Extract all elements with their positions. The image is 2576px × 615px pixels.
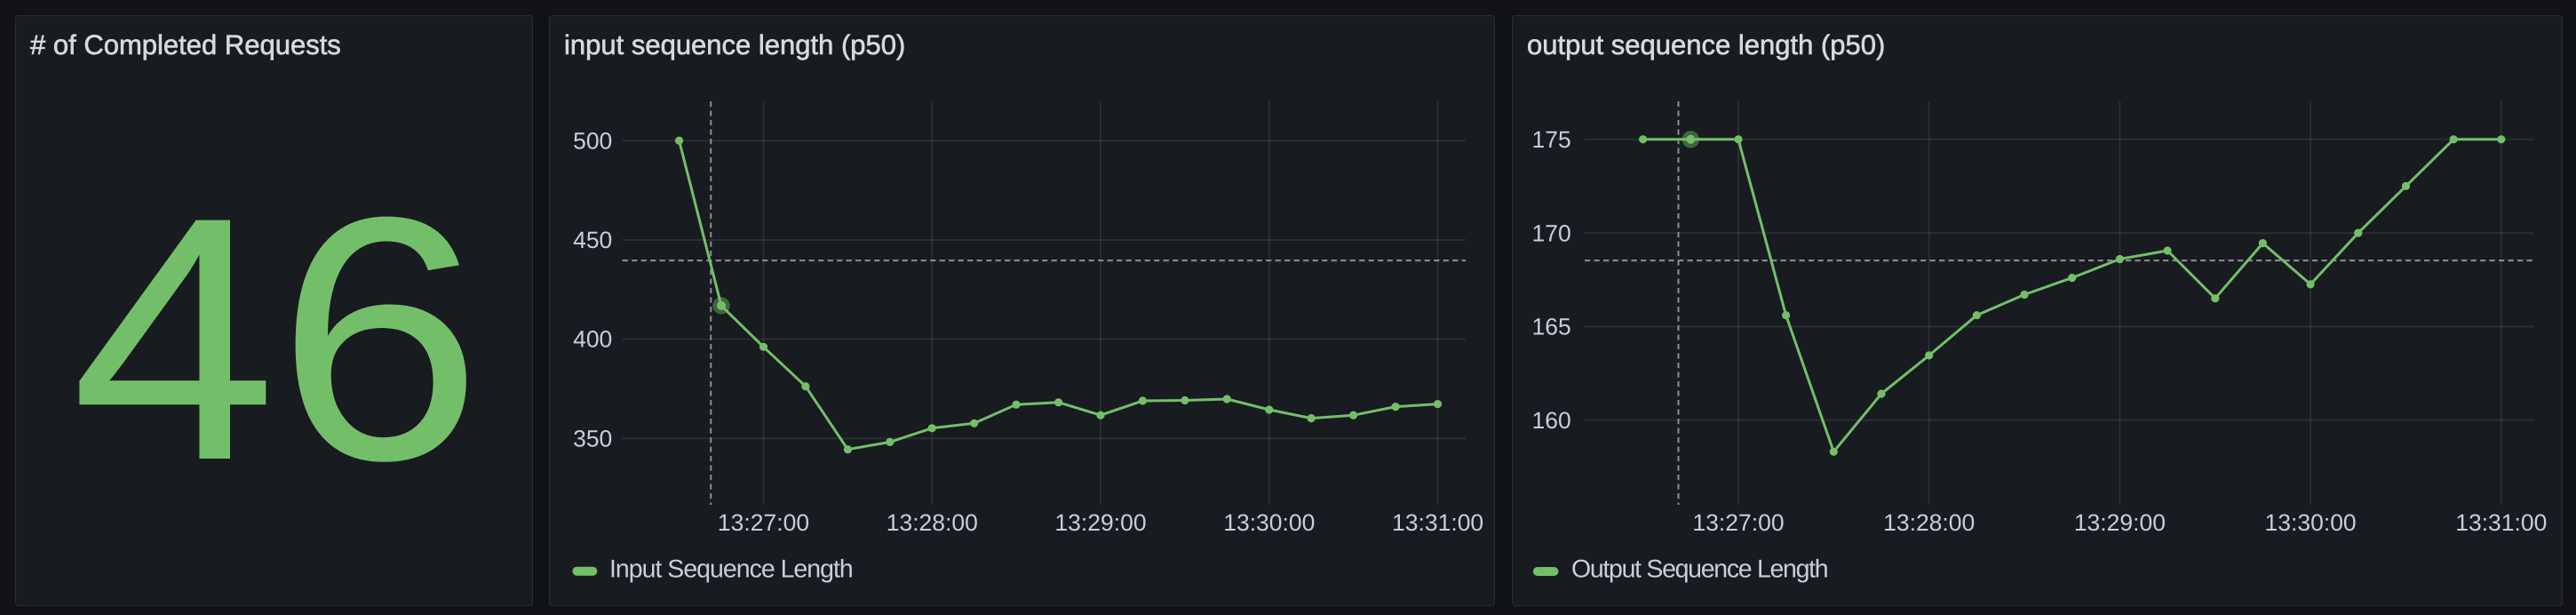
svg-text:13:27:00: 13:27:00 [718, 509, 809, 536]
svg-text:13:30:00: 13:30:00 [1223, 509, 1315, 536]
svg-text:Output Sequence Length: Output Sequence Length [1571, 555, 1827, 584]
svg-text:170: 170 [1531, 220, 1570, 246]
svg-text:350: 350 [573, 425, 612, 451]
svg-text:13:29:00: 13:29:00 [2074, 509, 2166, 536]
svg-text:13:31:00: 13:31:00 [1392, 509, 1483, 536]
svg-text:400: 400 [573, 326, 612, 353]
svg-text:13:30:00: 13:30:00 [2265, 509, 2357, 536]
svg-text:13:29:00: 13:29:00 [1054, 509, 1146, 536]
svg-text:500: 500 [573, 127, 612, 154]
svg-text:165: 165 [1531, 314, 1570, 340]
svg-text:13:27:00: 13:27:00 [1692, 509, 1784, 536]
svg-text:175: 175 [1531, 126, 1570, 153]
svg-text:Input Sequence Length: Input Sequence Length [609, 555, 853, 584]
svg-text:450: 450 [573, 227, 612, 253]
svg-text:13:31:00: 13:31:00 [2455, 509, 2547, 536]
svg-text:13:28:00: 13:28:00 [1883, 509, 1975, 536]
svg-text:160: 160 [1531, 407, 1570, 434]
svg-text:13:28:00: 13:28:00 [886, 509, 978, 536]
